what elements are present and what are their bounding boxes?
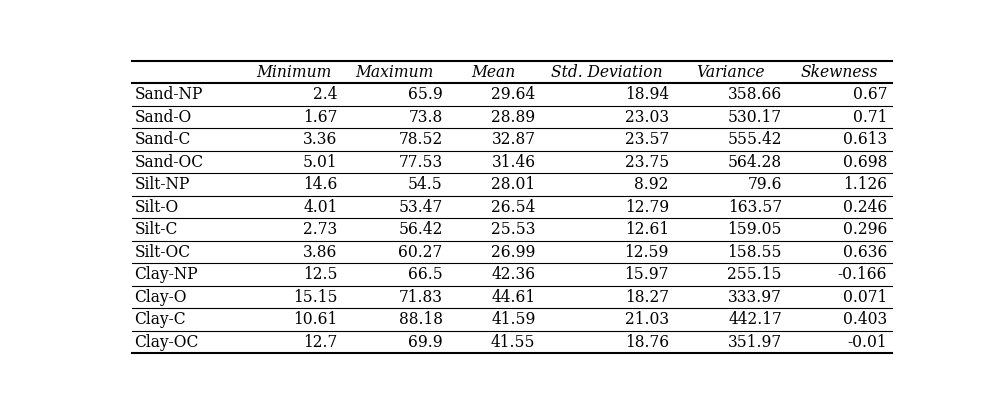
- Text: Std. Deviation: Std. Deviation: [551, 64, 662, 81]
- Text: 31.46: 31.46: [491, 154, 535, 170]
- Text: 66.5: 66.5: [408, 266, 442, 283]
- Text: 15.15: 15.15: [293, 288, 337, 305]
- Text: Clay-OC: Clay-OC: [134, 334, 199, 351]
- Text: 1.67: 1.67: [303, 109, 337, 126]
- Text: 5.01: 5.01: [302, 154, 337, 170]
- Text: Skewness: Skewness: [799, 64, 877, 81]
- Text: Silt-O: Silt-O: [134, 199, 179, 216]
- Text: 530.17: 530.17: [728, 109, 781, 126]
- Text: 0.71: 0.71: [852, 109, 886, 126]
- Text: 78.52: 78.52: [398, 131, 442, 148]
- Text: 44.61: 44.61: [491, 288, 535, 305]
- Text: Clay-C: Clay-C: [134, 311, 186, 328]
- Text: 29.64: 29.64: [491, 86, 535, 103]
- Text: 163.57: 163.57: [728, 199, 781, 216]
- Text: 12.7: 12.7: [303, 334, 337, 351]
- Text: Silt-C: Silt-C: [134, 221, 178, 238]
- Text: 25.53: 25.53: [490, 221, 535, 238]
- Text: 79.6: 79.6: [746, 176, 781, 193]
- Text: 26.54: 26.54: [491, 199, 535, 216]
- Text: 73.8: 73.8: [408, 109, 442, 126]
- Text: 0.071: 0.071: [842, 288, 886, 305]
- Text: Sand-OC: Sand-OC: [134, 154, 204, 170]
- Text: 41.59: 41.59: [491, 311, 535, 328]
- Text: Silt-OC: Silt-OC: [134, 244, 190, 261]
- Text: 18.94: 18.94: [624, 86, 668, 103]
- Text: 3.86: 3.86: [303, 244, 337, 261]
- Text: 0.403: 0.403: [842, 311, 886, 328]
- Text: 1.126: 1.126: [842, 176, 886, 193]
- Text: Clay-O: Clay-O: [134, 288, 187, 305]
- Text: -0.166: -0.166: [837, 266, 886, 283]
- Text: 0.698: 0.698: [842, 154, 886, 170]
- Text: 71.83: 71.83: [399, 288, 442, 305]
- Text: 12.61: 12.61: [624, 221, 668, 238]
- Text: 18.27: 18.27: [624, 288, 668, 305]
- Text: 12.5: 12.5: [303, 266, 337, 283]
- Text: -0.01: -0.01: [847, 334, 886, 351]
- Text: 69.9: 69.9: [408, 334, 442, 351]
- Text: 23.03: 23.03: [624, 109, 668, 126]
- Text: 351.97: 351.97: [728, 334, 781, 351]
- Text: Maximum: Maximum: [355, 64, 433, 81]
- Text: 12.59: 12.59: [624, 244, 668, 261]
- Text: 10.61: 10.61: [293, 311, 337, 328]
- Text: 555.42: 555.42: [727, 131, 781, 148]
- Text: 158.55: 158.55: [727, 244, 781, 261]
- Text: Minimum: Minimum: [255, 64, 331, 81]
- Text: 28.89: 28.89: [491, 109, 535, 126]
- Text: Mean: Mean: [471, 64, 515, 81]
- Text: Sand-C: Sand-C: [134, 131, 191, 148]
- Text: 15.97: 15.97: [624, 266, 668, 283]
- Text: 333.97: 333.97: [728, 288, 781, 305]
- Text: 54.5: 54.5: [408, 176, 442, 193]
- Text: 42.36: 42.36: [491, 266, 535, 283]
- Text: 23.75: 23.75: [624, 154, 668, 170]
- Text: Variance: Variance: [695, 64, 763, 81]
- Text: 0.67: 0.67: [852, 86, 886, 103]
- Text: 32.87: 32.87: [491, 131, 535, 148]
- Text: 14.6: 14.6: [303, 176, 337, 193]
- Text: 88.18: 88.18: [399, 311, 442, 328]
- Text: 41.55: 41.55: [490, 334, 535, 351]
- Text: 0.636: 0.636: [842, 244, 886, 261]
- Text: 56.42: 56.42: [398, 221, 442, 238]
- Text: 0.296: 0.296: [842, 221, 886, 238]
- Text: 77.53: 77.53: [398, 154, 442, 170]
- Text: 53.47: 53.47: [398, 199, 442, 216]
- Text: 442.17: 442.17: [728, 311, 781, 328]
- Text: 60.27: 60.27: [398, 244, 442, 261]
- Text: 0.613: 0.613: [842, 131, 886, 148]
- Text: 0.246: 0.246: [842, 199, 886, 216]
- Text: Sand-NP: Sand-NP: [134, 86, 203, 103]
- Text: 2.4: 2.4: [313, 86, 337, 103]
- Text: 28.01: 28.01: [491, 176, 535, 193]
- Text: 23.57: 23.57: [624, 131, 668, 148]
- Text: Clay-NP: Clay-NP: [134, 266, 198, 283]
- Text: 26.99: 26.99: [491, 244, 535, 261]
- Text: 8.92: 8.92: [634, 176, 668, 193]
- Text: Sand-O: Sand-O: [134, 109, 192, 126]
- Text: 18.76: 18.76: [624, 334, 668, 351]
- Text: 4.01: 4.01: [303, 199, 337, 216]
- Text: 564.28: 564.28: [728, 154, 781, 170]
- Text: 65.9: 65.9: [408, 86, 442, 103]
- Text: Silt-NP: Silt-NP: [134, 176, 190, 193]
- Text: 358.66: 358.66: [727, 86, 781, 103]
- Text: 255.15: 255.15: [727, 266, 781, 283]
- Text: 21.03: 21.03: [624, 311, 668, 328]
- Text: 12.79: 12.79: [624, 199, 668, 216]
- Text: 2.73: 2.73: [303, 221, 337, 238]
- Text: 159.05: 159.05: [727, 221, 781, 238]
- Text: 3.36: 3.36: [303, 131, 337, 148]
